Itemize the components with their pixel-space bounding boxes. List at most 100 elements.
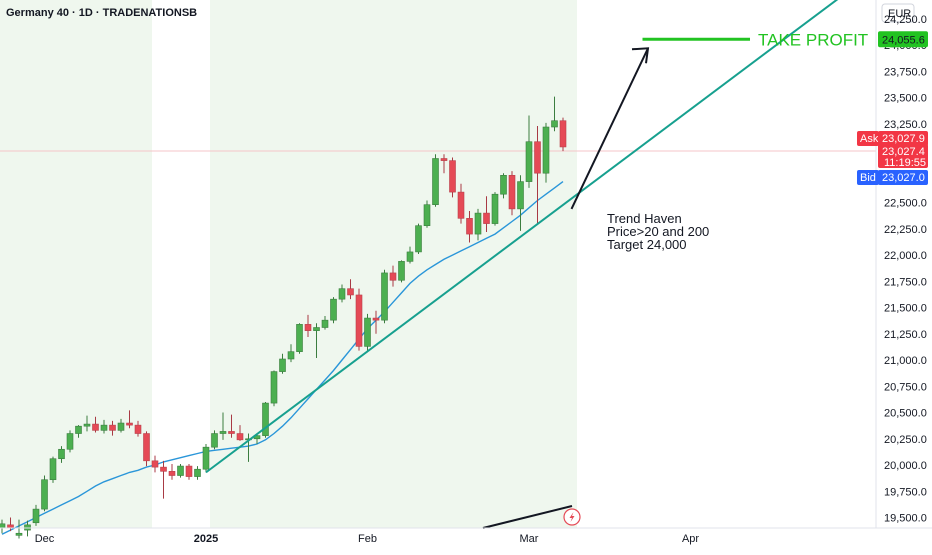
candle [32, 504, 40, 526]
flash-icon[interactable] [563, 508, 581, 526]
candle-body [49, 458, 57, 481]
candle [381, 269, 388, 324]
candle [160, 460, 167, 499]
candle [500, 173, 507, 199]
candle-body [355, 294, 363, 347]
x-tick-label: Dec [35, 533, 55, 545]
candle-body [330, 298, 337, 321]
candle-body [83, 423, 91, 427]
candle [449, 157, 456, 198]
candle-body [483, 212, 490, 224]
candle [313, 323, 320, 358]
candle-body [398, 261, 405, 281]
candle [347, 279, 354, 300]
candle [406, 246, 414, 264]
note-line: Target 24,000 [607, 237, 687, 252]
candle-body [491, 193, 499, 224]
candle [100, 419, 108, 434]
candle-body [211, 433, 218, 448]
x-tick-label: Apr [682, 533, 699, 545]
y-tick-label: 20,000.0 [884, 460, 927, 472]
candle [185, 463, 193, 480]
candle [15, 519, 23, 539]
candle-body [542, 126, 550, 174]
candle-body [313, 327, 320, 331]
candle-body [389, 272, 397, 281]
candle-body [177, 465, 184, 476]
currency-button[interactable]: EUR [881, 3, 915, 23]
candle-body [296, 324, 303, 352]
candle [389, 265, 397, 287]
candle-body [236, 433, 244, 441]
candle [423, 200, 431, 228]
bar-countdown: 11:19:55 [884, 157, 926, 169]
y-tick-label: 21,500.0 [884, 303, 927, 315]
candle [49, 456, 57, 483]
lower-trendline [482, 505, 573, 529]
candle-body [279, 358, 286, 372]
candle [24, 520, 31, 537]
candle-body [440, 158, 448, 161]
bid-price-value: 23,027.0 [882, 172, 925, 184]
ask-tag-badge [857, 131, 879, 146]
candle-body [372, 317, 380, 321]
candle [262, 402, 269, 438]
candle-body [381, 272, 388, 321]
candle-body [415, 225, 422, 253]
candle-body [474, 212, 482, 235]
chart-title: Germany 40 · 1D · TRADENATIONSB [6, 7, 197, 19]
candle [508, 171, 516, 216]
candle [236, 425, 244, 441]
y-tick-label: 21,250.0 [884, 329, 927, 341]
candle [66, 430, 74, 453]
y-tick-label: 22,250.0 [884, 224, 927, 236]
x-tick-label: Mar [520, 533, 539, 545]
candle [92, 416, 99, 433]
candle-body [117, 422, 125, 431]
candle-body [338, 288, 346, 300]
target-arrow [570, 47, 649, 210]
y-tick-label: 23,250.0 [884, 119, 927, 131]
last-price-value: 23,027.4 [882, 146, 925, 158]
candle [177, 463, 184, 478]
bid-price-tag [878, 170, 928, 185]
candle-body [66, 433, 74, 450]
candle-body [24, 524, 31, 531]
take-profit-price-tag [878, 31, 928, 48]
y-tick-label: 22,500.0 [884, 198, 927, 210]
candle-body [517, 181, 524, 210]
candle-body [432, 158, 439, 205]
candle-body [347, 288, 354, 296]
candle [432, 154, 439, 207]
candle-body [143, 433, 150, 462]
ask-tag-label: Ask [860, 133, 879, 145]
y-tick-label: 20,250.0 [884, 434, 927, 446]
candle-body [75, 425, 82, 434]
candle-body [534, 141, 541, 174]
candle-body [168, 471, 176, 476]
candle-body [457, 191, 465, 219]
ma-series-line [1, 181, 564, 535]
candle-body [525, 141, 533, 182]
candle-body [194, 468, 201, 477]
candle-body [41, 479, 48, 510]
candle [330, 297, 337, 324]
candle [491, 192, 499, 226]
candle-body [202, 446, 210, 470]
candle [41, 475, 48, 512]
candle-body [262, 402, 269, 436]
price-axis: 24,250.024,000.023,750.023,500.023,250.0… [884, 14, 927, 525]
candle-body [466, 218, 473, 235]
candle [474, 208, 482, 241]
session-band [210, 0, 577, 528]
x-tick-label: Feb [358, 533, 377, 545]
ask-price-tag [878, 131, 928, 146]
y-tick-label: 23,500.0 [884, 93, 927, 105]
candle-body [304, 324, 312, 331]
drawings-layer: TAKE PROFIT [205, 0, 868, 529]
candle-body [32, 508, 40, 524]
candle [75, 425, 82, 438]
candle-body [185, 465, 193, 477]
candle-body [551, 120, 558, 128]
